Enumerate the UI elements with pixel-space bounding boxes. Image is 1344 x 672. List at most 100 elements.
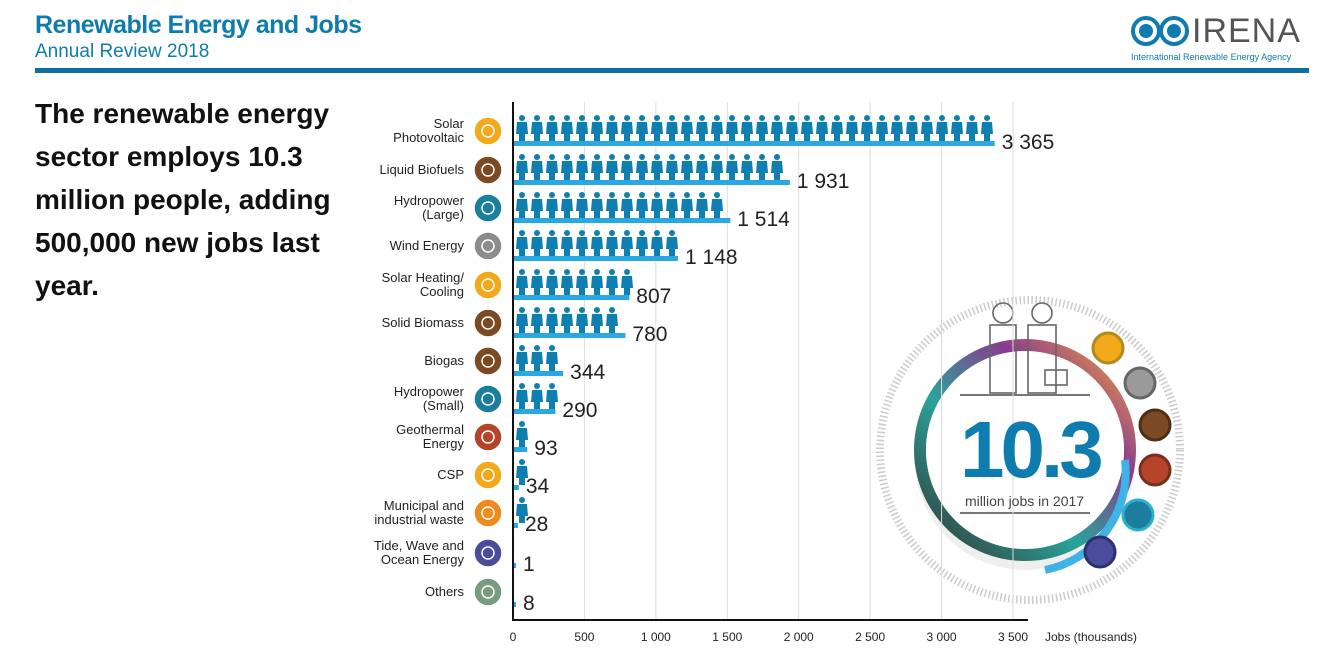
person-icon (651, 115, 663, 141)
person-icon (606, 269, 618, 295)
category-label: Solar Photovoltaic (393, 116, 464, 145)
person-icon (546, 192, 558, 218)
person-icon (546, 154, 558, 180)
person-icon (666, 154, 678, 180)
person-icon (531, 115, 543, 141)
person-icon (801, 115, 813, 141)
person-icon (651, 230, 663, 256)
person-icon (651, 192, 663, 218)
person-icon (726, 154, 738, 180)
person-icon (666, 115, 678, 141)
person-icon (561, 154, 573, 180)
person-icon (516, 497, 528, 523)
person-icon (591, 115, 603, 141)
wave-icon (473, 538, 503, 568)
person-icon (516, 230, 528, 256)
person-icon (546, 230, 558, 256)
bar (514, 485, 519, 490)
leaf-icon (1138, 408, 1172, 442)
value-label: 807 (636, 285, 672, 308)
bar (514, 523, 518, 528)
bar (514, 602, 516, 607)
category-label: Solar Heating/ Cooling (381, 270, 464, 299)
person-icon (576, 230, 588, 256)
person-icon (921, 115, 933, 141)
person-icon (561, 115, 573, 141)
person-icon (621, 269, 633, 295)
person-icon (576, 307, 588, 333)
volcano-icon (1138, 453, 1172, 487)
person-icon (786, 115, 798, 141)
x-tick-label: 1 000 (640, 630, 671, 644)
bar (514, 447, 528, 452)
callout-label: million jobs in 2017 (965, 493, 1085, 509)
person-icon (516, 421, 528, 447)
person-icon (906, 115, 918, 141)
person-icon (516, 192, 528, 218)
person-icon (666, 230, 678, 256)
plus-icon (473, 577, 503, 607)
person-icon (696, 192, 708, 218)
x-tick-label: 500 (574, 630, 595, 644)
volcano-icon (473, 422, 503, 452)
person-icon (546, 307, 558, 333)
waste-icon (473, 498, 503, 528)
person-icon (756, 154, 768, 180)
category-label: Others (424, 584, 464, 599)
bar (514, 371, 564, 376)
person-icon (891, 115, 903, 141)
category-label: Geothermal Energy (396, 422, 464, 451)
person-icon (561, 307, 573, 333)
category-label: Tide, Wave and Ocean Energy (373, 538, 464, 567)
person-icon (696, 154, 708, 180)
person-icon (576, 115, 588, 141)
person-icon (816, 115, 828, 141)
category-label: Wind Energy (389, 238, 464, 253)
person-icon (531, 345, 543, 371)
category-label: Municipal and industrial waste (374, 498, 464, 527)
sun-icon (473, 460, 503, 490)
person-icon (621, 192, 633, 218)
person-icon (756, 115, 768, 141)
person-icon (561, 192, 573, 218)
value-label: 28 (525, 513, 549, 536)
person-icon (711, 192, 723, 218)
x-tick-label: 0 (509, 630, 517, 644)
person-icon (591, 192, 603, 218)
x-tick-label: 2 500 (855, 630, 886, 644)
person-icon (636, 115, 648, 141)
category-label: Solid Biomass (381, 315, 464, 330)
person-icon (546, 383, 558, 409)
person-icon (861, 115, 873, 141)
person-icon (936, 115, 948, 141)
person-icon (546, 269, 558, 295)
person-icon (636, 154, 648, 180)
person-icon (531, 192, 543, 218)
bar (514, 295, 630, 300)
category-label: Liquid Biofuels (379, 162, 464, 177)
person-icon (606, 115, 618, 141)
logo-tagline: International Renewable Energy Agency (1131, 52, 1292, 62)
callout-value: 10.3 (960, 405, 1104, 494)
person-icon (621, 115, 633, 141)
value-label: 34 (525, 475, 550, 498)
wind-icon (1123, 366, 1157, 400)
wind-icon (473, 231, 503, 261)
person-icon (531, 307, 543, 333)
person-icon (591, 230, 603, 256)
person-icon (831, 115, 843, 141)
headline: The renewable energy sector employs 10.3… (35, 98, 331, 301)
page-subtitle: Annual Review 2018 (35, 41, 210, 62)
person-icon (651, 154, 663, 180)
value-label: 93 (534, 437, 558, 460)
person-icon (606, 154, 618, 180)
person-icon (876, 115, 888, 141)
category-label: Hydropower (Large) (393, 193, 464, 222)
person-icon (516, 154, 528, 180)
bar (514, 333, 626, 338)
bar (514, 256, 678, 261)
person-icon (531, 383, 543, 409)
sun-icon (473, 116, 503, 146)
person-icon (516, 459, 528, 485)
